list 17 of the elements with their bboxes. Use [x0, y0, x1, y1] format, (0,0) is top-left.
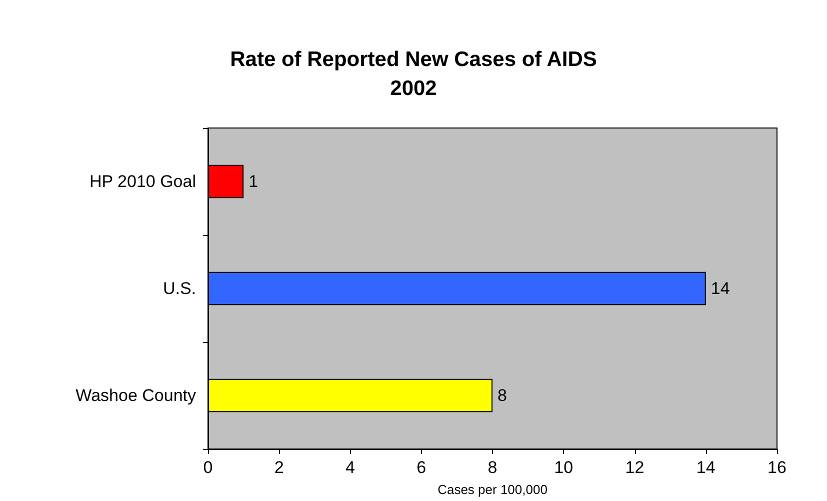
x-tick-label: 4	[346, 458, 355, 477]
x-tick-label: 0	[203, 458, 213, 477]
data-label: 14	[710, 279, 730, 298]
y-tick-label: U.S.	[162, 279, 196, 298]
x-tick-label: 8	[488, 458, 498, 477]
data-label: 1	[248, 172, 258, 191]
chart-title: Rate of Reported New Cases of AIDS 2002	[230, 48, 597, 100]
y-tick-label: HP 2010 Goal	[90, 172, 196, 191]
x-tick-label: 10	[554, 458, 574, 477]
x-axis-title: Cases per 100,000	[438, 482, 548, 497]
x-tick-label: 6	[416, 458, 426, 477]
data-label: 8	[498, 386, 507, 405]
x-tick-label: 16	[768, 458, 786, 477]
x-tick-label: 14	[696, 458, 716, 477]
x-tick-label: 2	[274, 458, 284, 477]
x-tick-label: 12	[625, 458, 644, 477]
y-tick-label: Washoe County	[76, 386, 196, 405]
